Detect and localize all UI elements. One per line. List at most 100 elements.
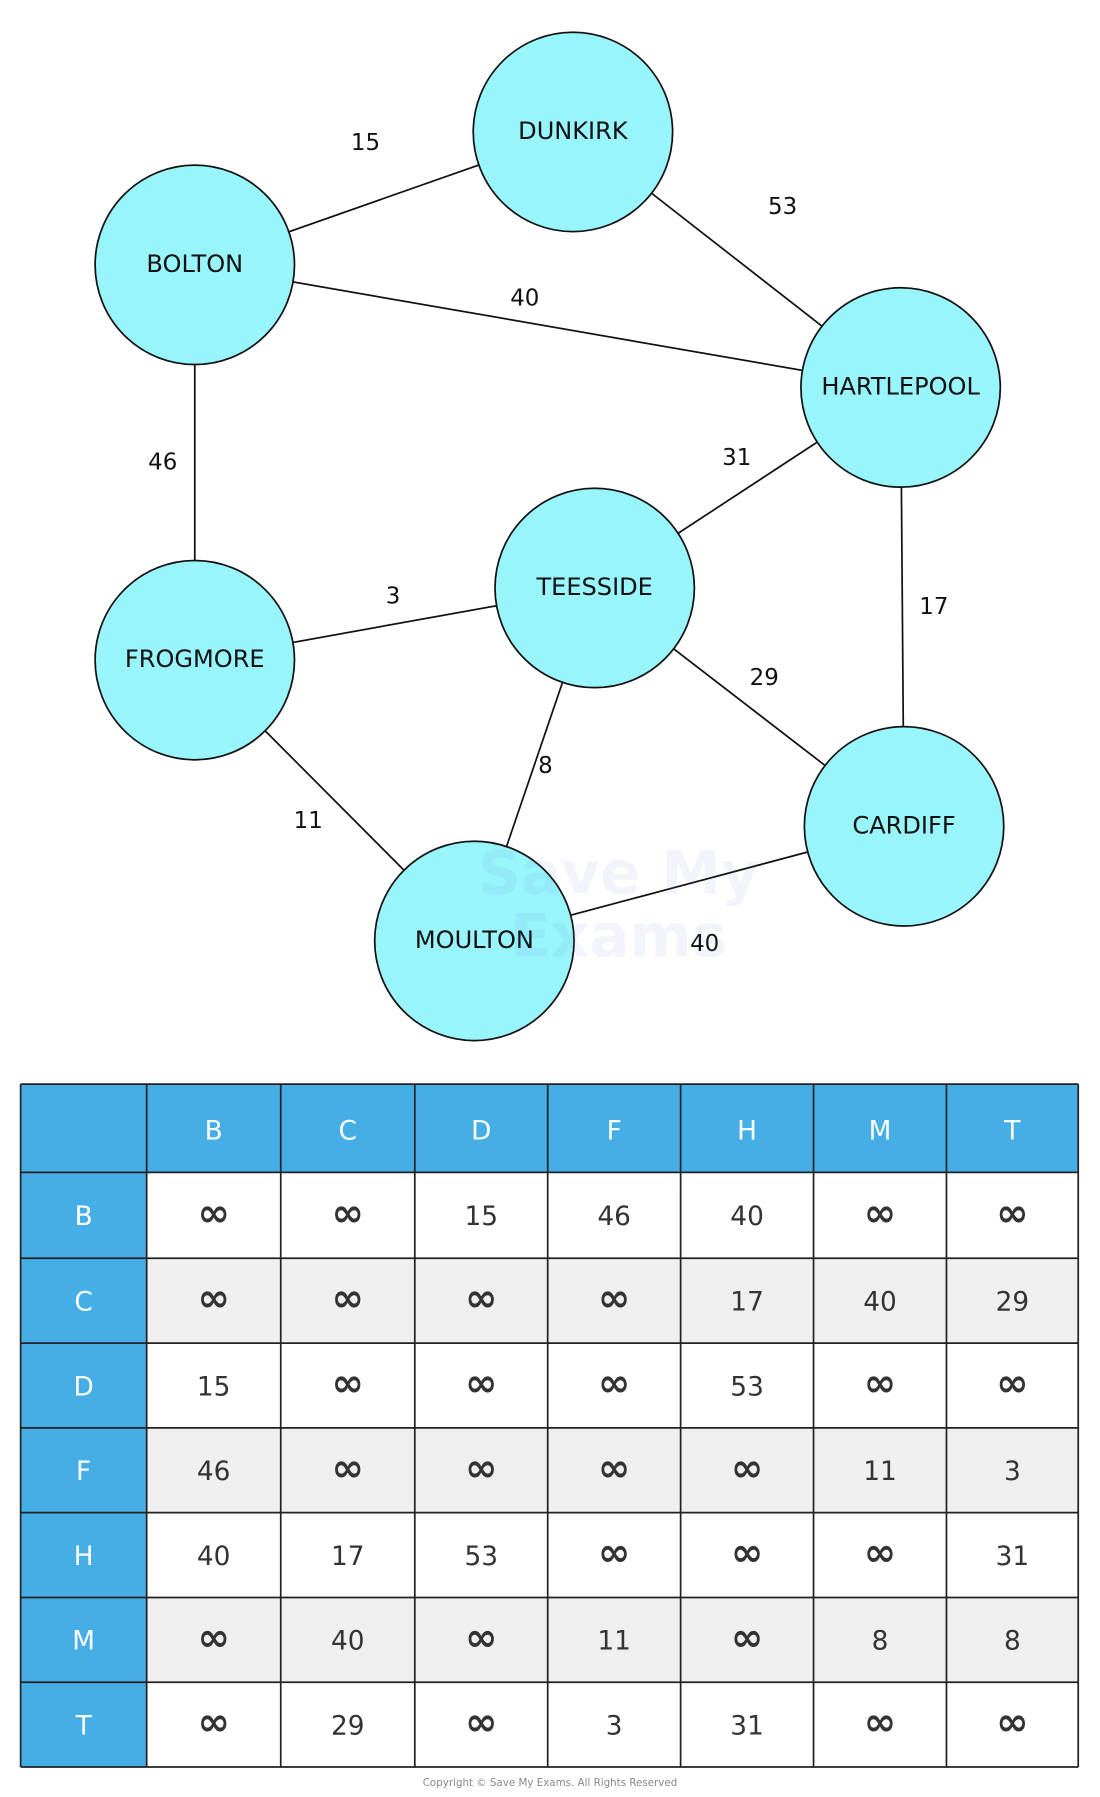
table-cell: ∞	[731, 1446, 763, 1491]
table-row-bg	[146, 1512, 1079, 1598]
row-header: B	[75, 1202, 93, 1232]
node-label: DUNKIRK	[518, 117, 629, 145]
table-cell: 46	[197, 1457, 231, 1487]
table-row-bg	[146, 1597, 1079, 1683]
table-cell: 17	[730, 1287, 764, 1317]
edge-weight: 40	[690, 931, 719, 957]
edge-weight: 40	[510, 286, 539, 312]
node	[494, 487, 696, 689]
table-cell: 53	[464, 1542, 498, 1572]
table-cell: ∞	[465, 1446, 497, 1491]
node-label: CARDIFF	[852, 811, 955, 839]
row-header-bg	[20, 1343, 147, 1428]
node	[94, 559, 296, 761]
table-cell: ∞	[598, 1361, 630, 1406]
row-header-bg	[20, 1258, 147, 1344]
node	[472, 31, 674, 233]
edge-weight: 11	[294, 808, 323, 834]
node-label: HARTLEPOOL	[821, 372, 980, 400]
table-cell: ∞	[598, 1446, 630, 1491]
table-row-bg	[146, 1172, 1079, 1259]
watermark: Exams	[510, 902, 727, 971]
edge-weight: 53	[768, 194, 797, 220]
table-header-bg	[20, 1084, 1079, 1173]
column-header: C	[339, 1117, 357, 1147]
table-cell: 29	[331, 1711, 365, 1741]
table-cell: ∞	[465, 1276, 497, 1321]
table-cell: ∞	[996, 1700, 1028, 1745]
row-header-bg	[20, 1512, 147, 1598]
table-cell: 46	[597, 1202, 631, 1232]
node	[803, 725, 1005, 927]
table-cell: ∞	[197, 1615, 229, 1660]
table-cell: ∞	[598, 1276, 630, 1321]
table-cell: 17	[331, 1542, 365, 1572]
row-header-bg	[20, 1597, 147, 1683]
table-cell: 8	[1004, 1627, 1021, 1657]
row-header: M	[72, 1627, 95, 1657]
row-header: F	[76, 1457, 91, 1487]
column-header: F	[607, 1117, 622, 1147]
row-header: D	[73, 1372, 93, 1402]
node	[94, 164, 296, 366]
table-cell: ∞	[731, 1531, 763, 1576]
table-cell: ∞	[332, 1191, 364, 1236]
table-cell: ∞	[465, 1700, 497, 1745]
node	[800, 286, 1002, 489]
edge-weight: 46	[148, 450, 177, 476]
node	[373, 840, 575, 1042]
row-header: H	[74, 1542, 94, 1572]
table-cell: 53	[730, 1372, 764, 1402]
table-cell: 3	[1004, 1457, 1021, 1487]
column-header: M	[869, 1117, 892, 1147]
table-row-bg	[146, 1682, 1079, 1768]
table-cell: 40	[197, 1542, 231, 1572]
table-cell: ∞	[731, 1615, 763, 1660]
column-header: H	[737, 1117, 757, 1147]
table-cell: ∞	[465, 1615, 497, 1660]
table-cell: ∞	[197, 1700, 229, 1745]
edge-weight: 29	[750, 665, 779, 691]
table-cell: 8	[872, 1627, 889, 1657]
table-cell: ∞	[598, 1531, 630, 1576]
table-cell: ∞	[332, 1276, 364, 1321]
table-cell: ∞	[332, 1361, 364, 1406]
table-row-bg	[146, 1427, 1079, 1513]
table-cell: ∞	[864, 1361, 896, 1406]
column-header: T	[1003, 1117, 1021, 1147]
table-cell: 3	[606, 1711, 623, 1741]
table-cell: ∞	[996, 1361, 1028, 1406]
table-cell: ∞	[197, 1276, 229, 1321]
row-header: T	[75, 1711, 93, 1741]
watermark: Save My	[478, 839, 759, 908]
table-cell: ∞	[197, 1191, 229, 1236]
row-header: C	[74, 1287, 92, 1317]
edge-weight: 8	[538, 753, 553, 779]
table-cell: ∞	[332, 1446, 364, 1491]
table-cell: ∞	[864, 1700, 896, 1745]
edge-weight: 3	[386, 584, 401, 610]
edge-weight: 17	[919, 594, 948, 620]
table-cell: 15	[464, 1202, 498, 1232]
copyright: Copyright © Save My Exams. All Rights Re…	[423, 1777, 678, 1789]
table-cell: 31	[730, 1711, 764, 1741]
table-cell: 15	[197, 1372, 231, 1402]
table-cell: 40	[331, 1627, 365, 1657]
table-cell: ∞	[864, 1191, 896, 1236]
node-label: FROGMORE	[125, 645, 265, 673]
edge-weight: 15	[351, 130, 380, 156]
table-cell: 11	[597, 1627, 631, 1657]
table-cell: ∞	[465, 1361, 497, 1406]
table-cell: 31	[996, 1542, 1030, 1572]
node-label: MOULTON	[415, 926, 534, 954]
table-cell: 40	[863, 1287, 897, 1317]
table-row-bg	[146, 1258, 1079, 1344]
edge	[194, 264, 901, 389]
table-cell: 40	[730, 1202, 764, 1232]
node-label: TEESSIDE	[535, 573, 652, 601]
column-header: B	[205, 1117, 223, 1147]
table-row-bg	[146, 1343, 1079, 1428]
table-cell: 29	[996, 1287, 1030, 1317]
table-cell: ∞	[996, 1191, 1028, 1236]
